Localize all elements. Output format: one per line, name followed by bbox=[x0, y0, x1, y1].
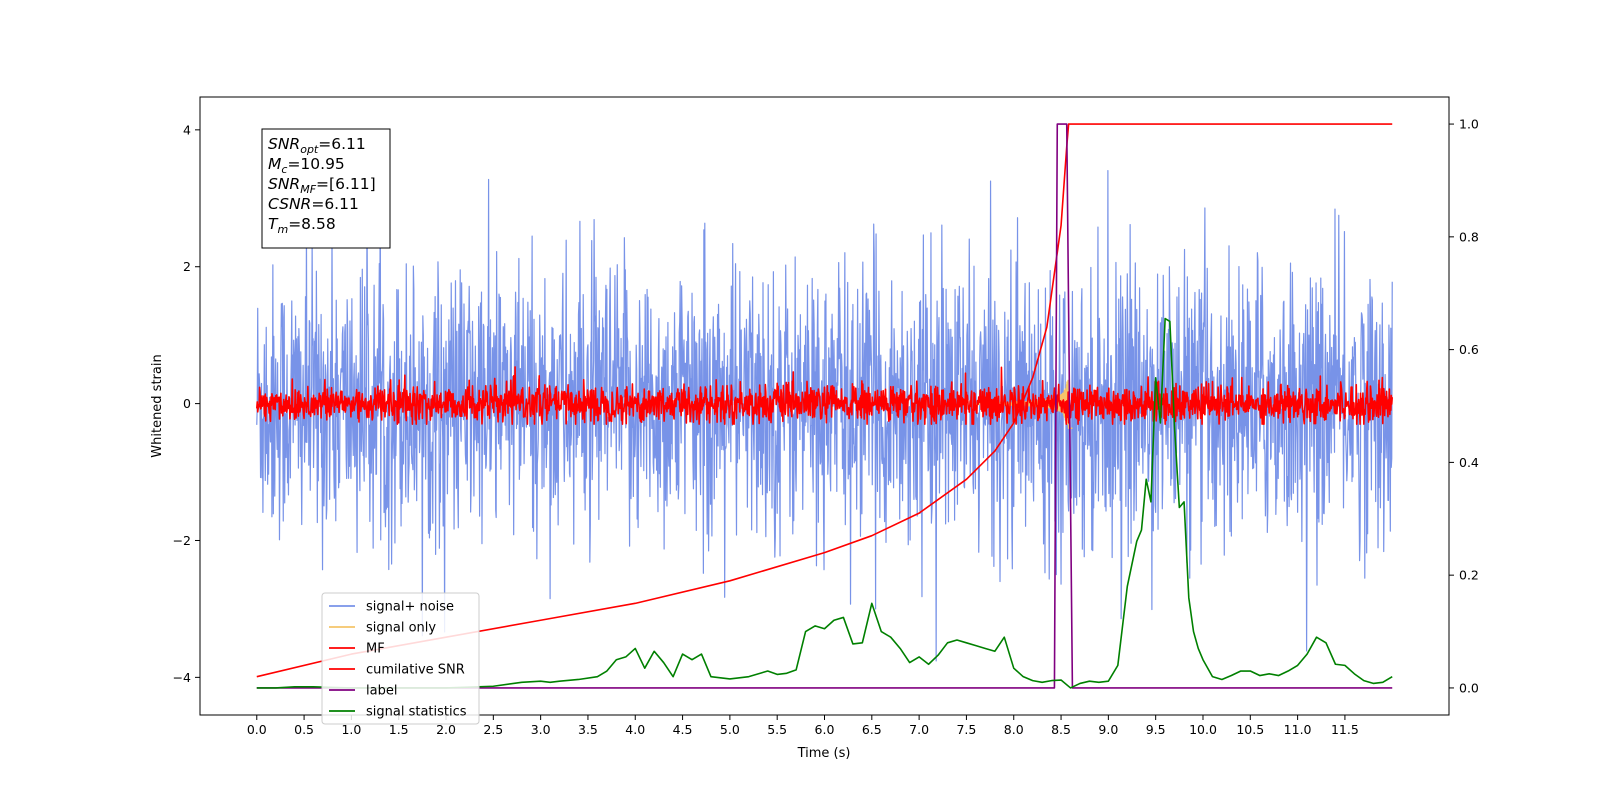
y2-tick-label: 0.4 bbox=[1459, 455, 1479, 470]
x-tick-label: 1.5 bbox=[389, 722, 409, 737]
legend: signal+ noise signal only MF cumilative SNR… bbox=[321, 592, 480, 725]
x-tick-label: 5.0 bbox=[720, 722, 740, 737]
annotation-line: SNRMF=[6.11] bbox=[268, 175, 376, 196]
series-signal-statistics bbox=[256, 317, 1393, 689]
x-tick-label: 4.5 bbox=[673, 722, 693, 737]
x-tick-label: 10.0 bbox=[1189, 722, 1217, 737]
legend-label: label bbox=[366, 684, 397, 699]
legend-label: signal+ noise bbox=[366, 600, 454, 615]
x-tick-label: 7.5 bbox=[956, 722, 976, 737]
series-mf bbox=[255, 366, 1394, 425]
y-axis-label: Whitened strain bbox=[150, 354, 165, 457]
x-tick-label: 11.5 bbox=[1331, 722, 1359, 737]
x-tick-label: 6.0 bbox=[815, 722, 835, 737]
x-tick-label: 6.5 bbox=[862, 722, 882, 737]
y2-tick-label: 0.6 bbox=[1459, 342, 1479, 357]
x-tick-label: 0.5 bbox=[294, 722, 314, 737]
x-tick-label: 0.0 bbox=[247, 722, 267, 737]
series-cumilative-snr bbox=[256, 123, 1393, 678]
y-tick-label: −2 bbox=[173, 533, 191, 548]
legend-label: signal only bbox=[366, 621, 436, 636]
y-axis-right: 0.0 0.2 0.4 0.6 0.8 1.0 bbox=[1449, 117, 1479, 695]
x-axis-label: Time (s) bbox=[797, 746, 851, 761]
x-tick-label: 2.5 bbox=[483, 722, 503, 737]
x-tick-label: 11.0 bbox=[1284, 722, 1312, 737]
x-tick-label: 2.0 bbox=[436, 722, 456, 737]
x-tick-label: 1.0 bbox=[341, 722, 361, 737]
x-tick-label: 7.0 bbox=[909, 722, 929, 737]
series-signal-noise bbox=[256, 142, 1393, 662]
annotation-line: CSNR=6.11 bbox=[268, 195, 359, 213]
annotation-line: Mc=10.95 bbox=[268, 155, 345, 176]
y2-tick-label: 1.0 bbox=[1459, 117, 1479, 132]
x-tick-label: 3.5 bbox=[578, 722, 598, 737]
y-axis-left: −4 −2 0 2 4 bbox=[173, 122, 200, 685]
x-tick-label: 3.0 bbox=[531, 722, 551, 737]
annotation-box: SNRopt=6.11Mc=10.95SNRMF=[6.11]CSNR=6.11… bbox=[261, 128, 391, 249]
x-axis: 0.0 0.5 1.0 1.5 2.0 2.5 3.0 3.5 4.0 4.5 5.0 5.5 6.0 6… bbox=[247, 715, 1359, 737]
annotation-line: SNRopt=6.11 bbox=[268, 135, 366, 156]
legend-label: MF bbox=[366, 642, 385, 657]
y2-tick-label: 0.0 bbox=[1459, 680, 1479, 695]
y-tick-label: 0 bbox=[183, 396, 191, 411]
y-tick-label: 4 bbox=[183, 122, 191, 137]
y-tick-label: −4 bbox=[173, 670, 191, 685]
y-tick-label: 2 bbox=[183, 259, 191, 274]
x-tick-label: 5.5 bbox=[767, 722, 787, 737]
x-tick-label: 9.5 bbox=[1146, 722, 1166, 737]
x-tick-label: 9.0 bbox=[1098, 722, 1118, 737]
y2-tick-label: 0.8 bbox=[1459, 229, 1479, 244]
series-layer bbox=[255, 123, 1394, 689]
x-tick-label: 10.5 bbox=[1236, 722, 1264, 737]
legend-label: cumilative SNR bbox=[366, 663, 465, 678]
annotation-line: Tm=8.58 bbox=[268, 215, 336, 236]
y2-tick-label: 0.2 bbox=[1459, 568, 1479, 583]
x-tick-label: 8.5 bbox=[1051, 722, 1071, 737]
x-tick-label: 8.0 bbox=[1004, 722, 1024, 737]
x-tick-label: 4.0 bbox=[625, 722, 645, 737]
legend-label: signal statistics bbox=[366, 705, 467, 720]
series-label bbox=[256, 123, 1393, 689]
